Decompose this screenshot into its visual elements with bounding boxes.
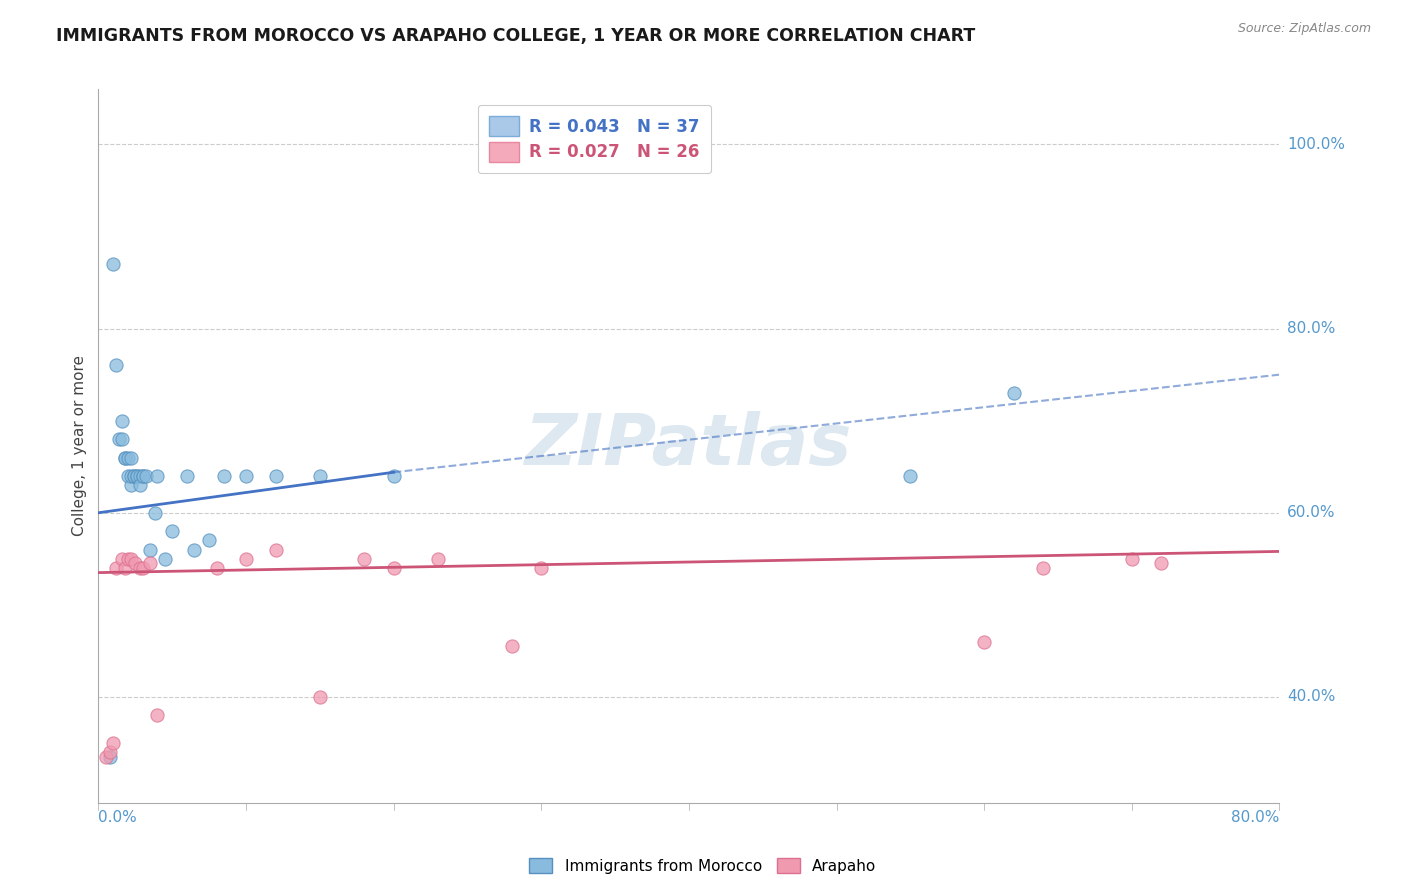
Point — [132, 469, 155, 483]
Point — [530, 561, 553, 575]
Point — [264, 542, 287, 557]
Point — [973, 634, 995, 648]
Point — [114, 561, 136, 575]
Point — [198, 533, 221, 548]
Point — [98, 745, 121, 759]
Point — [120, 450, 142, 465]
Text: ZIPatlas: ZIPatlas — [526, 411, 852, 481]
Point — [309, 690, 332, 704]
Point — [153, 551, 176, 566]
Point — [108, 432, 131, 446]
Point — [353, 551, 375, 566]
Point — [1121, 551, 1143, 566]
Point — [128, 478, 150, 492]
Point — [117, 450, 139, 465]
Point — [124, 557, 146, 571]
Point — [1032, 561, 1054, 575]
Point — [143, 506, 166, 520]
Text: 40.0%: 40.0% — [1286, 690, 1336, 705]
Point — [120, 478, 142, 492]
Point — [128, 561, 150, 575]
Point — [125, 469, 148, 483]
Point — [212, 469, 235, 483]
Point — [900, 469, 922, 483]
Point — [111, 432, 134, 446]
Point — [122, 469, 145, 483]
Point — [117, 469, 139, 483]
Y-axis label: College, 1 year or more: College, 1 year or more — [72, 356, 87, 536]
Point — [1150, 557, 1173, 571]
Point — [111, 414, 134, 428]
Text: 60.0%: 60.0% — [1286, 505, 1336, 520]
Text: 0.0%: 0.0% — [98, 810, 138, 825]
Legend: Immigrants from Morocco, Arapaho: Immigrants from Morocco, Arapaho — [523, 852, 883, 880]
Point — [120, 551, 142, 566]
Point — [139, 542, 162, 557]
Point — [117, 551, 139, 566]
Point — [94, 749, 117, 764]
Text: 80.0%: 80.0% — [1286, 321, 1336, 336]
Point — [205, 561, 228, 575]
Point — [132, 469, 155, 483]
Point — [382, 469, 405, 483]
Point — [1002, 386, 1025, 401]
Point — [128, 469, 150, 483]
Point — [122, 469, 145, 483]
Point — [427, 551, 450, 566]
Text: IMMIGRANTS FROM MOROCCO VS ARAPAHO COLLEGE, 1 YEAR OR MORE CORRELATION CHART: IMMIGRANTS FROM MOROCCO VS ARAPAHO COLLE… — [56, 27, 976, 45]
Point — [105, 561, 128, 575]
Point — [183, 542, 205, 557]
Point — [111, 551, 134, 566]
Point — [146, 708, 169, 723]
Point — [162, 524, 183, 538]
Text: 80.0%: 80.0% — [1232, 810, 1279, 825]
Point — [125, 469, 148, 483]
Point — [98, 749, 121, 764]
Point — [235, 469, 257, 483]
Point — [176, 469, 198, 483]
Legend: R = 0.043   N = 37, R = 0.027   N = 26: R = 0.043 N = 37, R = 0.027 N = 26 — [478, 104, 711, 173]
Point — [120, 469, 142, 483]
Point — [114, 450, 136, 465]
Point — [235, 551, 257, 566]
Point — [146, 469, 169, 483]
Point — [309, 469, 332, 483]
Point — [114, 450, 136, 465]
Point — [135, 469, 157, 483]
Text: Source: ZipAtlas.com: Source: ZipAtlas.com — [1237, 22, 1371, 36]
Point — [105, 359, 128, 373]
Text: 100.0%: 100.0% — [1286, 137, 1346, 152]
Point — [103, 736, 125, 750]
Point — [139, 557, 162, 571]
Point — [132, 561, 155, 575]
Point — [382, 561, 405, 575]
Point — [103, 257, 125, 271]
Point — [264, 469, 287, 483]
Point — [501, 640, 523, 654]
